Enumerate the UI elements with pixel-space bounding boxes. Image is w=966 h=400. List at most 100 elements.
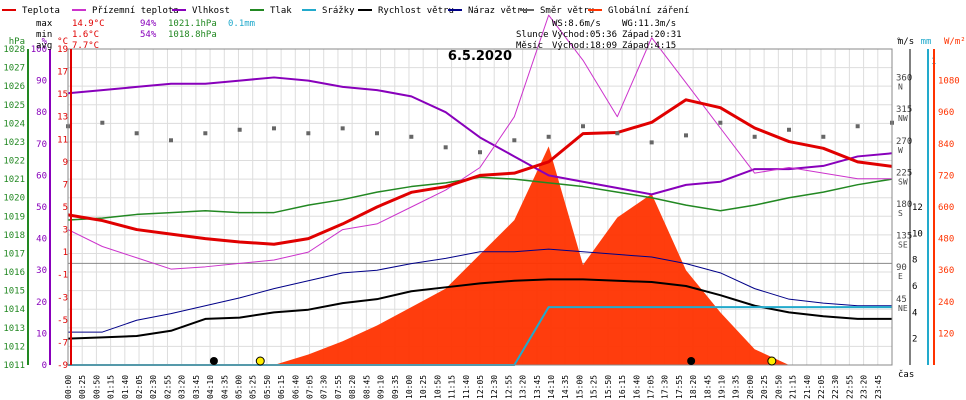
astro-sun-rise: Východ:05:36 [552, 30, 617, 40]
wm2-tick: 360 [938, 266, 954, 276]
wm2-label: W/m² [944, 37, 966, 47]
astro-moon-rise: Východ:18:09 [552, 41, 617, 51]
x-tick-label: 01:15 [107, 375, 116, 399]
x-tick-label: 18:20 [689, 375, 698, 399]
hpa-axis-tick: 1024 [3, 119, 25, 129]
astro-moon-set: Západ:4:15 [622, 41, 676, 51]
x-tick-label: 16:40 [632, 375, 641, 399]
stats-block: max 14.9°C 94% 1021.1hPa 0.1mm min 1.6°C 54% 101… [36, 19, 682, 51]
degc-axis-tick: 9 [63, 158, 68, 168]
x-tick-label: 19:10 [718, 375, 727, 399]
winddir-point [306, 131, 311, 136]
degc-axis-tick: -3 [57, 293, 68, 303]
winddir-point [821, 134, 826, 139]
degc-axis-tick: 5 [63, 203, 68, 213]
series-radiation [68, 146, 892, 365]
ms-tick: 6 [912, 282, 917, 292]
legend: Teplota Přízemní teplota Vlhkost Tlak Srážky… [2, 6, 689, 16]
winddir-dir: SW [898, 177, 908, 186]
wm2-tick: 720 [938, 171, 954, 181]
x-tick-label: 06:15 [277, 375, 286, 399]
pct-axis-tick: 30 [36, 266, 47, 276]
x-tick-label: 13:45 [533, 375, 542, 399]
hpa-axis-label: hPa [9, 37, 25, 47]
x-tick-label: 11:40 [462, 375, 471, 399]
pct-axis-tick: 0 [42, 361, 47, 371]
stat-avg-temp: 7.7°C [72, 41, 99, 51]
hpa-axis-tick: 1025 [3, 101, 25, 111]
ms-tick: 10 [912, 229, 923, 239]
degc-axis-tick: -7 [57, 338, 68, 348]
stat-max-temp: 14.9°C [72, 19, 105, 29]
hpa-axis-tick: 1019 [3, 212, 25, 222]
wm2-tick: 120 [938, 329, 954, 339]
hpa-axis-tick: 1018 [3, 231, 25, 241]
winddir-point [169, 138, 173, 143]
humidity-line [67, 76, 893, 196]
legend-label: Vlhkost [192, 6, 230, 16]
degc-axis-tick: 3 [63, 226, 68, 236]
hpa-axis-tick: 1027 [3, 64, 25, 74]
stat-max-press: 1021.1hPa [168, 19, 217, 29]
x-tick-label: 20:25 [760, 375, 769, 399]
hpa-axis-tick: 1028 [3, 45, 25, 55]
degc-axis-tick: -5 [57, 316, 68, 326]
winddir-point [478, 150, 482, 155]
x-tick-label: 16:15 [618, 375, 627, 399]
x-tick-label: 23:20 [860, 375, 869, 399]
winddir-tick: 270 [896, 137, 912, 147]
degc-axis-tick: 13 [57, 113, 68, 123]
astro-mesic: Měsíc [516, 41, 543, 51]
x-tick-label: 10:50 [433, 375, 442, 399]
x-tick-label: 00:50 [92, 375, 101, 399]
x-tick-label: 00:00 [64, 375, 73, 399]
wm2-tick: 840 [938, 140, 954, 150]
hpa-axis-tick: 1023 [3, 138, 25, 148]
hpa-axis-tick: 1015 [3, 287, 25, 297]
winddir-point [134, 131, 139, 136]
wm2-tick: 600 [938, 203, 954, 213]
winddir-tick: 315 [896, 105, 912, 115]
x-tick-label: 22:55 [845, 375, 854, 399]
degc-axis-label: °C [57, 37, 68, 47]
winddir-tick: 90 [896, 263, 907, 273]
x-tick-label: 08:45 [362, 375, 371, 399]
x-tick-label: 10:25 [419, 375, 428, 399]
winddir-dir: W [898, 146, 903, 155]
hpa-axis-tick: 1016 [3, 268, 25, 278]
pct-axis-tick: 60 [36, 171, 47, 181]
pct-axis-tick: 70 [36, 140, 47, 150]
degc-axis-tick: 15 [57, 90, 68, 100]
ms-tick: 8 [912, 256, 917, 266]
pct-axis-tick: 80 [36, 108, 47, 118]
x-tick-label: 00:25 [78, 375, 87, 399]
x-tick-label: 02:55 [163, 375, 172, 399]
radiation-area [68, 146, 892, 365]
stat-avg-label: avg [36, 41, 52, 51]
moonset-marker [209, 357, 218, 365]
mm-label: mm [921, 37, 932, 47]
astro-slunce: Slunce [516, 30, 549, 40]
legend-label: Rychlost větru [378, 6, 454, 16]
x-tick-label: 15:50 [604, 375, 613, 399]
axes: 00:00 00:25 00:50 01:15 01:40 02:05 02:30 02:55… [3, 37, 965, 399]
winddir-tick: 360 [896, 74, 912, 84]
x-tick-label: 22:30 [831, 375, 840, 399]
x-tick-label: 03:45 [192, 375, 201, 399]
winddir-point [340, 126, 345, 131]
pct-axis-tick: 10 [36, 329, 47, 339]
hpa-axis-tick: 1011 [3, 361, 25, 371]
x-tick-label: 12:30 [490, 375, 499, 399]
winddir-point [684, 133, 688, 138]
plot-border [67, 48, 893, 366]
pct-axis-tick: 50 [36, 203, 47, 213]
x-tick-label: 07:55 [334, 375, 343, 399]
hpa-axis-tick: 1026 [3, 82, 25, 92]
x-tick-label: 05:50 [263, 375, 272, 399]
degc-axis-tick: 1 [63, 248, 68, 258]
legend-label: Přízemní teplota [92, 6, 179, 16]
x-tick-label: 02:05 [135, 375, 144, 399]
stat-min-label: min [36, 30, 52, 40]
winddir-label: ° [896, 37, 901, 47]
